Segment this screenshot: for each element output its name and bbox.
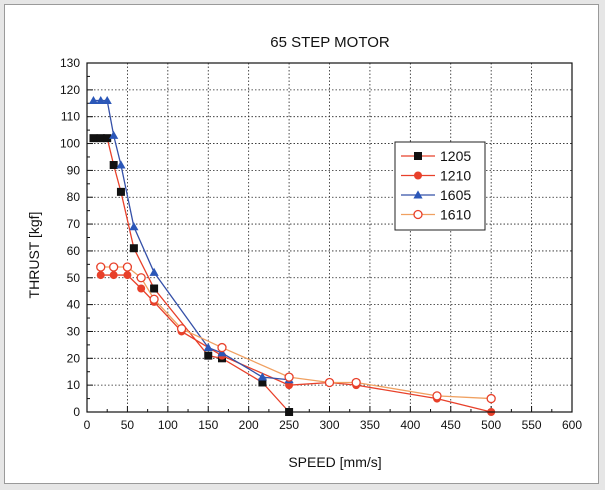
legend-marker (414, 171, 422, 180)
y-tick-label: 80 (67, 190, 81, 204)
x-tick-label: 450 (441, 418, 461, 432)
data-point (176, 324, 187, 334)
x-tick-label: 0 (84, 418, 91, 432)
data-point (109, 130, 119, 139)
data-point (109, 262, 119, 272)
plot-area (86, 62, 573, 413)
y-tick-label: 70 (67, 217, 81, 231)
y-tick-label: 120 (60, 83, 80, 97)
data-point (284, 372, 294, 382)
legend-label: 1605 (440, 187, 471, 203)
x-tick-label: 600 (562, 418, 582, 432)
legend-label: 1210 (440, 168, 471, 184)
legend: 1205 1210 1605 1610 (394, 141, 486, 231)
data-point (203, 342, 213, 352)
chart-frame: 65 STEP MOTOR 0 50 100 150 200 250 300 350 400 45… (4, 4, 599, 484)
series-line (100, 266, 492, 400)
legend-item-1610: 1610 (401, 207, 471, 223)
x-tick-label: 550 (522, 418, 542, 432)
data-point (137, 284, 146, 293)
chart-title: 65 STEP MOTOR (270, 34, 390, 51)
data-point (116, 187, 125, 196)
data-point (149, 294, 159, 304)
series-1605 (88, 95, 294, 384)
x-tick-label: 50 (121, 418, 135, 432)
y-tick-label: 130 (60, 56, 80, 70)
data-point (351, 377, 361, 388)
y-axis-label: THRUST [kgf] (26, 212, 42, 299)
x-tick-label: 150 (198, 418, 218, 432)
y-tick-label: 50 (67, 271, 81, 285)
data-point (109, 271, 118, 280)
data-point (116, 160, 126, 169)
legend-item-1605: 1605 (401, 187, 471, 203)
data-point (204, 351, 213, 360)
legend-item-1205: 1205 (401, 148, 471, 164)
data-point (96, 95, 106, 105)
legend-item-1210: 1210 (401, 168, 471, 184)
x-tick-label: 400 (400, 418, 420, 432)
x-tick-label: 300 (319, 418, 339, 432)
data-point (136, 273, 146, 283)
data-point (324, 377, 335, 388)
data-point (129, 244, 138, 253)
x-axis-label: SPEED [mm/s] (288, 454, 381, 470)
legend-label: 1205 (440, 148, 471, 164)
y-tick-label: 90 (67, 163, 81, 177)
x-tick-label: 500 (481, 418, 501, 432)
x-tick-label: 350 (360, 418, 380, 432)
chart-grid (87, 63, 572, 412)
data-point (88, 95, 99, 105)
y-tick-label: 0 (73, 405, 80, 419)
data-point (109, 161, 118, 170)
y-tick-label: 100 (60, 137, 80, 151)
data-point (149, 267, 159, 276)
x-tick-label: 250 (279, 418, 299, 432)
data-point (129, 222, 139, 231)
legend-marker (413, 190, 423, 199)
chart: 65 STEP MOTOR 0 50 100 150 200 250 300 350 400 45… (26, 34, 582, 470)
data-point (217, 342, 227, 353)
y-tick-label: 30 (67, 324, 81, 338)
data-point (258, 378, 267, 387)
data-point (96, 262, 106, 272)
legend-box (394, 141, 486, 231)
data-point (217, 348, 227, 357)
series-layer (88, 95, 496, 416)
y-tick-label: 40 (67, 298, 81, 312)
series-1610 (96, 262, 496, 404)
axis-ticks: 0 50 100 150 200 250 300 350 400 450 500 550 600 0 10 2… (60, 56, 582, 432)
data-point (123, 271, 132, 280)
data-point (102, 95, 112, 105)
data-point (122, 262, 133, 272)
y-tick-label: 60 (67, 244, 81, 258)
y-tick-label: 110 (61, 110, 80, 124)
data-point (257, 372, 268, 381)
legend-marker (413, 209, 423, 220)
legend-marker (414, 152, 422, 160)
data-point (89, 134, 98, 143)
data-point (486, 393, 496, 404)
data-point (103, 134, 112, 143)
legend-label: 1610 (440, 207, 471, 223)
y-tick-label: 10 (67, 378, 81, 392)
x-tick-label: 200 (239, 418, 259, 432)
data-point (432, 391, 442, 401)
y-tick-label: 20 (67, 351, 81, 365)
data-point (150, 284, 159, 293)
data-point (96, 271, 105, 280)
x-tick-label: 100 (158, 418, 178, 432)
data-point (96, 134, 105, 143)
